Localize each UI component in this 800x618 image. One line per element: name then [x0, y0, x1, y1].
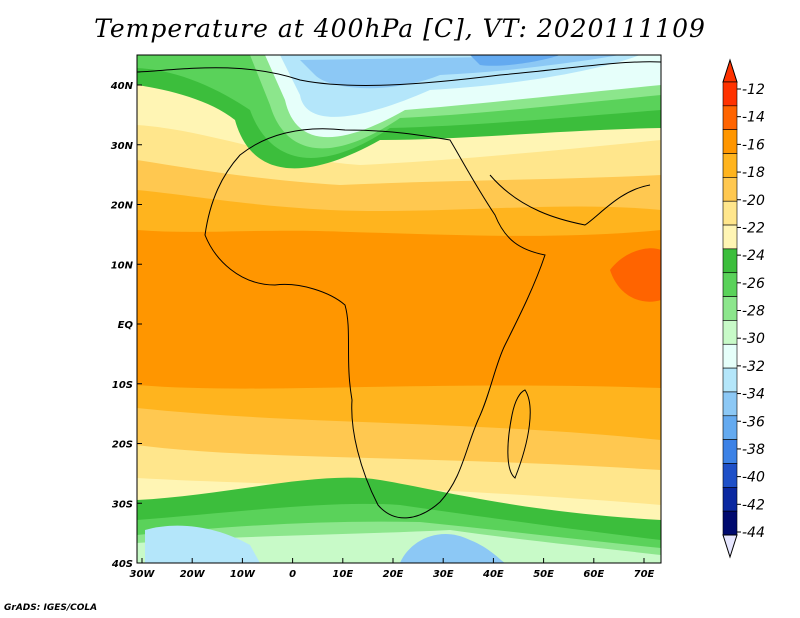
coastlines — [137, 61, 661, 519]
colorbar-swatch — [722, 248, 738, 274]
africa-coastline — [204, 128, 546, 519]
colorbar-label: -14 — [742, 110, 765, 126]
colorbar-swatch — [722, 81, 738, 107]
latitude-axis: 40N 30N 20N 10N EQ 10S 20S 30S 40S — [110, 81, 142, 570]
colorbar-label: -38 — [742, 442, 765, 458]
field-north-deep-blue — [470, 55, 560, 66]
lon-tick-label: 60E — [583, 569, 604, 580]
colorbar-label: -16 — [742, 137, 765, 153]
lon-tick-label: 30E — [433, 569, 454, 580]
colorbar-label: -42 — [742, 497, 765, 513]
colorbar-label: -32 — [742, 359, 765, 375]
lon-tick-label: 0 — [289, 569, 296, 580]
lat-tick-label: 40N — [110, 81, 134, 92]
colorbar-swatch — [722, 439, 738, 464]
lat-tick-label: 10S — [112, 380, 133, 391]
colorbar-swatch — [722, 224, 738, 250]
lat-tick-label: 40S — [111, 559, 133, 570]
colorbar-label: -22 — [742, 220, 765, 236]
lat-tick-label: 30S — [112, 499, 133, 510]
colorbar-label: -34 — [742, 387, 765, 403]
lon-tick-label: 50E — [533, 569, 554, 580]
map-title: Temperature at 400hPa [C], VT: 202011110… — [94, 14, 706, 43]
lat-tick-label: 30N — [111, 141, 134, 152]
field-hot-patch — [610, 248, 661, 302]
colorbar-swatch — [722, 200, 738, 226]
lat-tick-label: 10N — [111, 260, 134, 271]
lon-tick-label: 70E — [634, 569, 655, 580]
lon-tick-label: 10E — [332, 569, 353, 580]
colorbar-swatch — [722, 415, 738, 440]
colorbar-label: -40 — [742, 470, 765, 486]
colorbar-label: -20 — [742, 193, 765, 209]
colorbar-swatch — [722, 343, 738, 369]
madagascar-coastline — [507, 389, 531, 479]
plot-frame — [136, 54, 662, 564]
colorbar-label: -44 — [742, 525, 765, 541]
colorbar-bottom-arrow — [722, 534, 738, 559]
colorbar-label: -12 — [742, 82, 765, 98]
colorbar-swatch — [722, 177, 738, 202]
lon-tick-label: 20E — [383, 569, 404, 580]
colorbar-swatch — [722, 510, 738, 536]
colorbar-label: -18 — [742, 165, 765, 181]
europe-coastline — [137, 61, 661, 86]
colorbar-label: -36 — [742, 414, 765, 430]
colorbar-label: -26 — [742, 276, 765, 292]
colorbar-swatch — [722, 272, 738, 297]
colorbar-swatch — [722, 367, 738, 393]
colorbar-swatch — [722, 105, 738, 130]
colorbar-label: -28 — [742, 304, 765, 320]
colorbar-top-arrow — [722, 58, 738, 83]
colorbar-swatch — [722, 320, 738, 345]
arabia-coastline — [489, 174, 651, 226]
lon-tick-label: 30W — [130, 569, 156, 580]
colorbar-swatch — [722, 391, 738, 417]
lon-tick-label: 40E — [482, 569, 504, 580]
colorbar-swatch — [722, 463, 738, 488]
field-south-blue-center — [400, 533, 505, 563]
lon-tick-label: 20W — [180, 569, 206, 580]
lat-tick-label: 20N — [111, 201, 134, 212]
colorbar-swatch — [722, 487, 738, 512]
lon-tick-label: 10W — [230, 569, 256, 580]
longitude-axis: 30W 20W 10W 0 10E 20E 30E 40E 50E 60E 70E — [130, 558, 655, 580]
colorbar-swatch — [722, 129, 738, 154]
colorbar: -12 -14 -16 -18 -20 -22 -24 -26 -28 -30 -32 -34 -36 -… — [722, 58, 765, 559]
credit-text: GrADS: IGES/COLA — [4, 603, 98, 613]
colorbar-swatch — [722, 296, 738, 321]
lat-tick-label: 20S — [112, 440, 133, 451]
colorbar-label: -24 — [742, 248, 765, 264]
field-south-blue-west — [145, 525, 260, 563]
temperature-field — [137, 55, 661, 563]
field-south-palegreen — [137, 530, 661, 563]
lat-tick-label: EQ — [118, 320, 134, 331]
colorbar-swatch — [722, 153, 738, 178]
field-north-blue — [300, 55, 620, 89]
colorbar-label: -30 — [742, 331, 765, 347]
